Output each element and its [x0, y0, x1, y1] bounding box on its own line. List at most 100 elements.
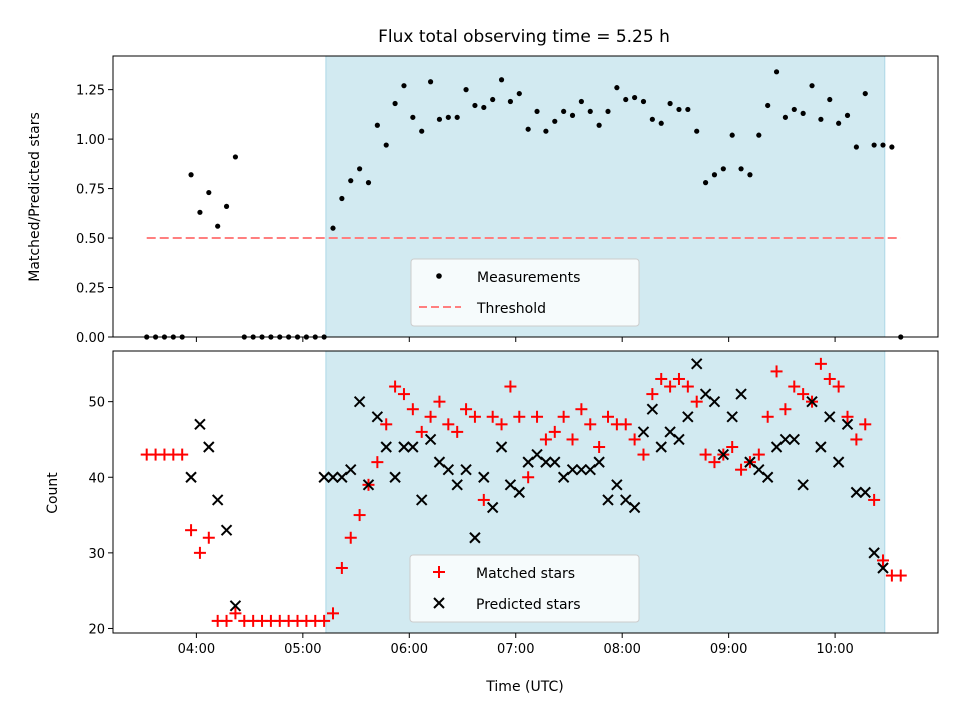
matched-star-point: [389, 380, 402, 393]
measurement-point: [747, 172, 753, 178]
matched-star-point: [344, 531, 357, 544]
measurement-point: [383, 142, 389, 148]
measurement-point: [507, 98, 514, 105]
matched-star-point: [522, 471, 535, 484]
measurement-point: [516, 90, 522, 97]
measurement-point: [632, 94, 638, 101]
predicted-star-point: [593, 456, 605, 468]
matched-star-point: [353, 509, 366, 522]
top-axes-frame: [112, 55, 939, 338]
matched-star-point: [797, 388, 810, 401]
predicted-star-point: [637, 426, 650, 438]
matched-star-point: [539, 433, 552, 446]
matched-star-point: [185, 524, 198, 537]
predicted-star-point: [673, 433, 685, 446]
legend-measurements-marker: [436, 273, 442, 279]
predicted-star-point: [416, 494, 428, 506]
matched-star-point: [327, 607, 339, 620]
measurement-point: [711, 172, 718, 178]
matched-star-point: [672, 372, 685, 385]
predicted-star-point: [868, 547, 880, 559]
matched-star-point: [380, 418, 393, 431]
matched-star-point: [832, 380, 845, 393]
bottom-legend: Matched stars Predicted stars: [409, 554, 640, 623]
predicted-star-point: [646, 403, 659, 415]
measurement-point: [472, 102, 478, 109]
measurement-point: [339, 195, 345, 202]
predicted-star-point: [442, 463, 455, 476]
legend-matched-label: Matched stars: [476, 566, 575, 582]
measurement-point: [605, 108, 611, 115]
measurement-point: [463, 87, 469, 93]
measurement-point: [623, 96, 629, 103]
matched-star-point: [841, 410, 854, 423]
measurement-point: [419, 128, 425, 134]
matched-star-point: [877, 554, 889, 567]
matched-star-point: [894, 569, 907, 582]
matched-star-point: [850, 433, 863, 446]
matched-star-point: [220, 614, 233, 627]
y-tick-label: 20: [88, 622, 105, 637]
matched-star-point: [424, 410, 437, 423]
y-tick-label: 0.00: [76, 331, 105, 346]
predicted-star-point: [327, 471, 339, 483]
matched-star-point: [708, 456, 721, 469]
measurement-point: [667, 100, 673, 107]
predicted-star-point: [380, 441, 392, 453]
x-tick-label: 05:00: [284, 642, 321, 657]
matched-star-point: [486, 410, 499, 423]
predicted-star-point: [575, 463, 588, 476]
matched-star-point: [726, 441, 739, 454]
measurement-point: [561, 108, 567, 115]
measurement-point: [401, 83, 407, 89]
predicted-star-point: [398, 441, 410, 453]
predicted-star-point: [797, 479, 809, 491]
measurement-point: [454, 114, 460, 120]
matched-star-point: [406, 403, 419, 416]
measurement-point: [348, 178, 354, 184]
matched-star-point: [397, 388, 410, 401]
x-tick-label: 04:00: [178, 642, 215, 657]
matched-star-point: [477, 493, 490, 506]
predicted-star-point: [345, 463, 357, 476]
x-tick-label: 10:00: [816, 642, 853, 657]
measurement-point: [365, 180, 372, 186]
measurement-point: [738, 166, 744, 172]
measurement-point: [800, 110, 806, 116]
matched-star-point: [646, 388, 659, 401]
matched-star-point: [548, 425, 561, 438]
predicted-star-point: [478, 471, 490, 483]
measurement-point: [658, 120, 664, 126]
measurement-point: [481, 104, 487, 111]
legend-predicted-marker: [433, 597, 445, 609]
predicted-star-point: [726, 411, 738, 423]
measurement-point: [827, 96, 833, 103]
top-chart-title: Flux total observing time = 5.25 h: [378, 27, 670, 47]
measurement-point: [525, 126, 531, 132]
predicted-star-point: [229, 600, 242, 612]
predicted-star-point: [859, 486, 871, 499]
y-tick-label: 1.00: [76, 133, 105, 148]
predicted-star-point: [655, 441, 667, 453]
matched-star-point: [318, 614, 331, 627]
predicted-star-point: [353, 395, 366, 408]
predicted-star-point: [469, 532, 481, 544]
predicted-star-point: [194, 418, 206, 431]
measurement-point: [889, 144, 895, 150]
matched-star-point: [664, 380, 677, 393]
bottom-axis-ticks: 04:00 05:00 06:00 07:00 08:00 09:00 10:00 20 30 4…: [88, 396, 853, 657]
matched-star-point: [531, 410, 544, 423]
predicted-star-point: [602, 494, 614, 506]
matched-star-point: [504, 380, 517, 393]
predicted-star-point: [628, 501, 641, 514]
matched-star-point: [823, 372, 836, 385]
predicted-star-point: [806, 395, 818, 408]
matched-star-point: [433, 395, 446, 408]
measurement-point: [490, 96, 496, 103]
predicted-star-point: [850, 486, 863, 499]
predicted-star-point: [824, 411, 836, 423]
predicted-star-point: [362, 479, 375, 491]
measurement-point: [791, 106, 797, 113]
bottom-legend-box: [409, 554, 640, 623]
